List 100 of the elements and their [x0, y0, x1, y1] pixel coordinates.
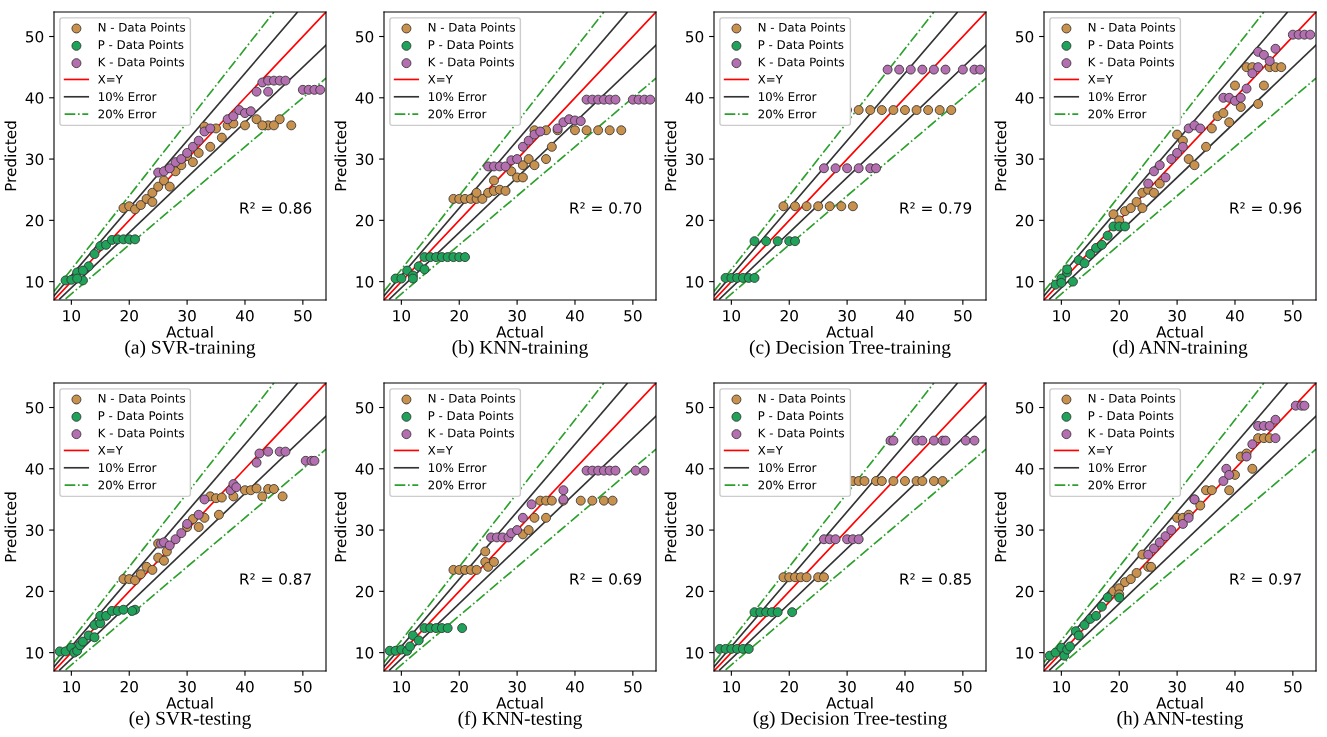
y-tick-label: 20 — [1015, 585, 1034, 598]
y-tick-label: 20 — [355, 585, 374, 598]
x-tick-label: 10 — [1053, 680, 1071, 693]
legend-label: K - Data Points — [98, 57, 185, 67]
x-tick-label: 10 — [723, 680, 741, 693]
text: (g) Decision Tree-testing — [753, 711, 947, 729]
legend-label: X=Y — [758, 445, 783, 455]
legend-label: 20% Error — [1088, 480, 1147, 490]
x-axis-title: Actual — [1156, 325, 1203, 338]
y-tick-label: 10 — [686, 647, 704, 659]
y-tick-label: 40 — [25, 463, 44, 475]
annotation: R² = 0.86 — [240, 202, 312, 214]
y-tick-label: 50 — [26, 30, 44, 43]
text: (c) Decision Tree-training — [749, 340, 951, 358]
x-tick-label: 20 — [450, 680, 468, 693]
x-axis-title: Actual — [826, 325, 873, 338]
legend-label: K - Data Points — [1088, 57, 1175, 67]
legend-label: X=Y — [428, 445, 453, 455]
y-tick-label: 50 — [356, 401, 374, 414]
y-tick-label: 10 — [356, 647, 374, 659]
x-tick-label: 30 — [178, 680, 196, 693]
annotation: R² = 0.87 — [240, 573, 311, 585]
y-tick-label: 10 — [1016, 276, 1034, 288]
y-axis-title: Predicted — [994, 492, 1007, 562]
legend-label: 10% Error — [758, 92, 817, 102]
annotation: R² = 0.96 — [1230, 202, 1302, 214]
y-axis-title: Predicted — [994, 121, 1007, 191]
x-tick-label: 20 — [1110, 680, 1128, 693]
x-tick-label: 10 — [63, 680, 81, 693]
x-tick-label: 50 — [1284, 680, 1302, 693]
x-axis-title: Actual — [826, 696, 873, 709]
y-axis-title: Predicted — [334, 121, 347, 191]
legend-label: X=Y — [758, 74, 783, 84]
legend-label: X=Y — [428, 74, 453, 84]
y-tick-label: 40 — [355, 463, 374, 475]
legend-label: P - Data Points — [758, 39, 844, 50]
x-axis-title: Actual — [496, 325, 543, 338]
x-tick-label: 20 — [120, 680, 138, 693]
legend-label: P - Data Points — [1088, 410, 1174, 421]
x-axis-title: Actual — [1156, 696, 1203, 709]
x-axis-title: Actual — [166, 325, 213, 338]
y-tick-label: 20 — [1015, 214, 1034, 227]
legend-label: N - Data Points — [98, 393, 186, 403]
x-tick-label: 10 — [393, 309, 411, 322]
legend-label: 20% Error — [428, 480, 487, 490]
text: (d) ANN-training — [1113, 340, 1248, 358]
x-tick-label: 40 — [1226, 309, 1244, 322]
y-axis-title: Predicted — [664, 121, 677, 191]
x-tick-label: 50 — [294, 309, 312, 322]
y-tick-label: 30 — [1016, 524, 1034, 537]
y-tick-label: 50 — [1016, 401, 1034, 414]
legend-label: 10% Error — [1088, 463, 1147, 473]
annotation: R² = 0.70 — [570, 202, 642, 214]
legend-label: 10% Error — [428, 463, 487, 473]
legend-label: 20% Error — [758, 480, 817, 490]
annotation: R² = 0.97 — [1230, 573, 1301, 585]
legend-label: N - Data Points — [428, 393, 516, 403]
legend-label: N - Data Points — [1088, 393, 1176, 403]
y-tick-label: 50 — [26, 401, 44, 414]
x-tick-label: 40 — [566, 680, 584, 693]
y-tick-label: 50 — [686, 30, 704, 43]
x-tick-label: 50 — [954, 309, 972, 322]
y-axis-title: Predicted — [664, 492, 677, 562]
legend-label: K - Data Points — [1088, 428, 1175, 438]
legend-label: X=Y — [98, 74, 123, 84]
legend-label: 10% Error — [428, 92, 487, 102]
annotation: R² = 0.69 — [570, 573, 642, 585]
x-tick-label: 50 — [954, 680, 972, 693]
legend-label: K - Data Points — [758, 57, 845, 67]
y-axis-title: Predicted — [4, 492, 17, 562]
x-tick-label: 40 — [566, 309, 584, 322]
y-tick-label: 20 — [685, 214, 704, 227]
legend-label: 10% Error — [1088, 92, 1147, 102]
y-tick-label: 40 — [1015, 92, 1034, 104]
x-axis-title: Actual — [496, 696, 543, 709]
y-tick-label: 10 — [686, 276, 704, 288]
x-tick-label: 20 — [780, 680, 798, 693]
legend-label: 20% Error — [98, 480, 157, 490]
text: (a) SVR-training — [125, 340, 256, 358]
x-axis-title: Actual — [166, 696, 213, 709]
y-tick-label: 20 — [25, 214, 44, 227]
x-tick-label: 40 — [236, 680, 254, 693]
text: (f) KNN-testing — [458, 711, 582, 729]
legend-label: 10% Error — [98, 463, 157, 473]
legend-label: P - Data Points — [1088, 39, 1174, 50]
legend-label: P - Data Points — [428, 39, 514, 50]
y-tick-label: 20 — [355, 214, 374, 227]
y-tick-label: 10 — [26, 276, 44, 288]
x-tick-label: 10 — [1053, 309, 1071, 322]
x-tick-label: 10 — [723, 309, 741, 322]
legend-label: K - Data Points — [428, 57, 515, 67]
text: (e) SVR-testing — [129, 711, 251, 729]
legend-label: N - Data Points — [98, 22, 186, 32]
legend-label: P - Data Points — [428, 410, 514, 421]
y-tick-label: 30 — [1016, 153, 1034, 166]
y-axis-title: Predicted — [4, 121, 17, 191]
y-tick-label: 40 — [1015, 463, 1034, 475]
legend-label: N - Data Points — [758, 393, 846, 403]
x-tick-label: 40 — [1226, 680, 1244, 693]
x-tick-label: 50 — [1284, 309, 1302, 322]
